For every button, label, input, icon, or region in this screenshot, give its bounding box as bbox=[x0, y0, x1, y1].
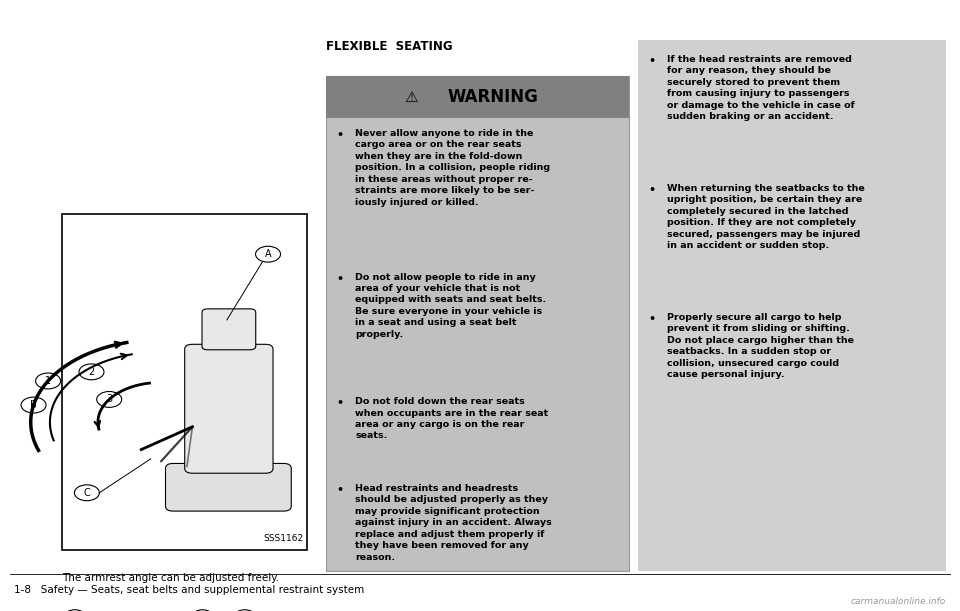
Bar bbox=[62, 214, 307, 550]
Text: If the head restraints are removed
for any reason, they should be
securely store: If the head restraints are removed for a… bbox=[667, 55, 855, 121]
Text: 2: 2 bbox=[88, 367, 95, 377]
Text: •: • bbox=[648, 185, 655, 195]
Text: Head restraints and headrests
should be adjusted properly as they
may provide si: Head restraints and headrests should be … bbox=[355, 484, 552, 562]
Text: The armrest angle can be adjusted freely.: The armrest angle can be adjusted freely… bbox=[62, 573, 279, 583]
Text: •: • bbox=[336, 130, 343, 140]
Text: •: • bbox=[336, 485, 343, 495]
Text: •: • bbox=[648, 56, 655, 66]
Bar bbox=[638, 40, 946, 571]
Text: •: • bbox=[336, 398, 343, 408]
Text: •: • bbox=[648, 314, 655, 324]
Text: ⚠: ⚠ bbox=[404, 90, 418, 104]
Text: Never allow anyone to ride in the
cargo area or on the rear seats
when they are : Never allow anyone to ride in the cargo … bbox=[355, 129, 550, 207]
Text: B: B bbox=[30, 400, 36, 410]
Text: •: • bbox=[336, 274, 343, 284]
Text: WARNING: WARNING bbox=[447, 88, 539, 106]
FancyBboxPatch shape bbox=[165, 463, 291, 511]
Text: 3: 3 bbox=[107, 395, 112, 404]
Text: carmanualonline.info: carmanualonline.info bbox=[851, 597, 946, 606]
Text: Do not allow people to ride in any
area of your vehicle that is not
equipped wit: Do not allow people to ride in any area … bbox=[355, 273, 546, 338]
FancyBboxPatch shape bbox=[202, 309, 255, 349]
Text: A: A bbox=[265, 249, 272, 259]
Text: 1-8   Safety — Seats, seat belts and supplemental restraint system: 1-8 Safety — Seats, seat belts and suppl… bbox=[14, 585, 365, 595]
Text: Do not fold down the rear seats
when occupants are in the rear seat
area or any : Do not fold down the rear seats when occ… bbox=[355, 397, 548, 441]
Text: FLEXIBLE  SEATING: FLEXIBLE SEATING bbox=[326, 40, 453, 53]
FancyBboxPatch shape bbox=[184, 344, 273, 473]
Text: C: C bbox=[84, 488, 90, 498]
Text: 1: 1 bbox=[45, 376, 51, 386]
Text: SSS1162: SSS1162 bbox=[263, 533, 303, 543]
Bar bbox=[326, 76, 629, 118]
Text: Properly secure all cargo to help
prevent it from sliding or shifting.
Do not pl: Properly secure all cargo to help preven… bbox=[667, 313, 854, 379]
Bar bbox=[326, 76, 629, 571]
Text: When returning the seatbacks to the
upright position, be certain they are
comple: When returning the seatbacks to the upri… bbox=[667, 184, 865, 250]
